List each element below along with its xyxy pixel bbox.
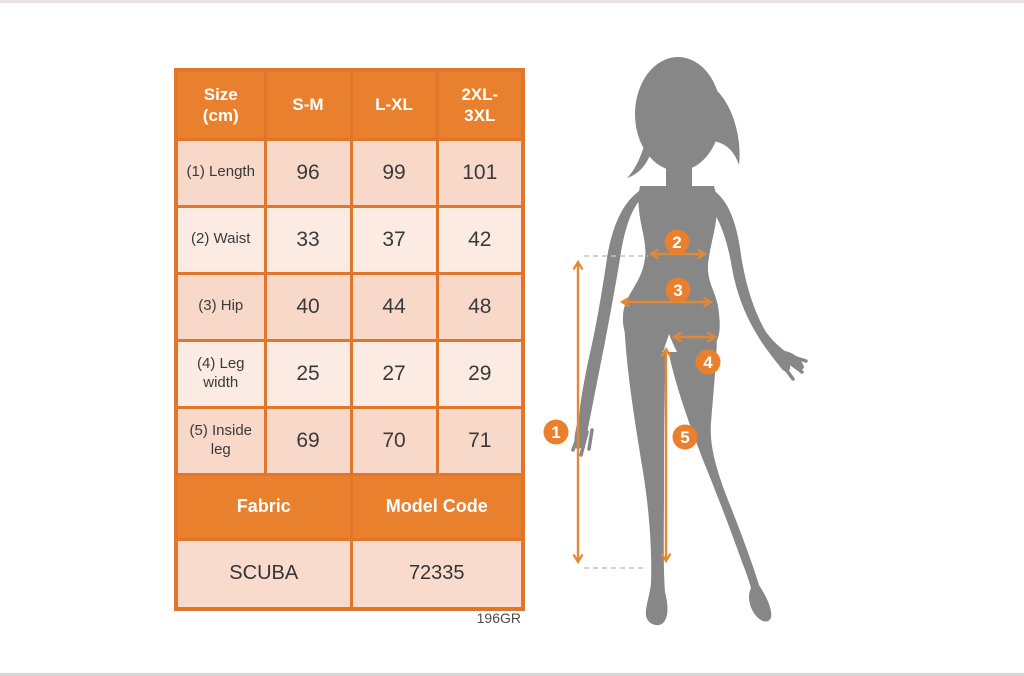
column-header-size-cm: Size (cm) bbox=[174, 68, 267, 141]
fabric-value: SCUBA bbox=[174, 537, 353, 611]
marker-2-number: 2 bbox=[672, 233, 681, 252]
length-l-xl: 99 bbox=[349, 137, 439, 208]
marker-5-inside-leg: 5 bbox=[672, 424, 698, 450]
marker-5-number: 5 bbox=[680, 428, 689, 447]
length-2xl-3xl: 101 bbox=[435, 137, 525, 208]
bottom-border-line bbox=[0, 673, 1024, 676]
model-code-header: Model Code bbox=[349, 472, 525, 541]
marker-3-hip: 3 bbox=[665, 277, 691, 303]
fabric-header: Fabric bbox=[174, 472, 353, 541]
female-silhouette bbox=[571, 57, 808, 626]
model-code-value: 72335 bbox=[349, 537, 525, 611]
table-row-length: (1) Length 96 99 101 bbox=[174, 137, 525, 208]
row-label-hip: (3) Hip bbox=[174, 271, 267, 342]
marker-4-leg-width: 4 bbox=[695, 349, 721, 375]
silhouette-right-arm bbox=[708, 188, 804, 372]
column-header-s-m: S-M bbox=[263, 68, 353, 141]
marker-4-number: 4 bbox=[703, 353, 713, 372]
table-row-waist: (2) Waist 33 37 42 bbox=[174, 204, 525, 275]
silhouette-head bbox=[635, 57, 721, 171]
column-header-2xl-3xl: 2XL-3XL bbox=[435, 68, 525, 141]
top-border-line bbox=[0, 0, 1024, 3]
weight-footnote: 196GR bbox=[476, 610, 521, 626]
hip-l-xl: 44 bbox=[349, 271, 439, 342]
row-label-inside-leg: (5) Inside leg bbox=[174, 405, 267, 476]
waist-s-m: 33 bbox=[263, 204, 353, 275]
fabric-value-row: SCUBA 72335 bbox=[174, 537, 525, 611]
length-s-m: 96 bbox=[263, 137, 353, 208]
silhouette-torso bbox=[622, 186, 720, 351]
marker-1-circle bbox=[543, 419, 569, 445]
silhouette-hair-flick-right bbox=[713, 88, 740, 165]
fabric-header-row: Fabric Model Code bbox=[174, 472, 525, 541]
row-label-leg-width: (4) Leg width bbox=[174, 338, 267, 409]
silhouette-hair-flick-left bbox=[627, 140, 650, 178]
row-label-length: (1) Length bbox=[174, 137, 267, 208]
hip-2xl-3xl: 48 bbox=[435, 271, 525, 342]
measurement-guides: 1 2 3 4 5 bbox=[543, 229, 721, 569]
silhouette-right-leg bbox=[668, 338, 772, 622]
table-row-hip: (3) Hip 40 44 48 bbox=[174, 271, 525, 342]
waist-2xl-3xl: 42 bbox=[435, 204, 525, 275]
silhouette-neck bbox=[666, 148, 692, 192]
table-row-leg-width: (4) Leg width 25 27 29 bbox=[174, 338, 525, 409]
marker-1-length: 1 bbox=[543, 419, 569, 445]
marker-5-circle bbox=[672, 424, 698, 450]
silhouette-right-hand-fingers bbox=[780, 353, 808, 381]
marker-3-circle bbox=[665, 277, 691, 303]
silhouette-left-arm bbox=[574, 188, 644, 450]
inside-leg-2xl-3xl: 71 bbox=[435, 405, 525, 476]
hip-s-m: 40 bbox=[263, 271, 353, 342]
size-table: Size (cm) S-M L-XL 2XL-3XL (1) Length 96… bbox=[174, 68, 525, 611]
marker-4-circle bbox=[695, 349, 721, 375]
column-header-l-xl: L-XL bbox=[349, 68, 439, 141]
inside-leg-l-xl: 70 bbox=[349, 405, 439, 476]
size-table-header-row: Size (cm) S-M L-XL 2XL-3XL bbox=[174, 68, 525, 141]
body-measurement-diagram: 1 2 3 4 5 bbox=[543, 57, 808, 626]
leg-width-s-m: 25 bbox=[263, 338, 353, 409]
leg-width-l-xl: 27 bbox=[349, 338, 439, 409]
leg-width-2xl-3xl: 29 bbox=[435, 338, 525, 409]
row-label-waist: (2) Waist bbox=[174, 204, 267, 275]
inside-leg-s-m: 69 bbox=[263, 405, 353, 476]
marker-3-number: 3 bbox=[673, 281, 682, 300]
marker-1-number: 1 bbox=[551, 423, 560, 442]
marker-2-waist: 2 bbox=[664, 229, 690, 255]
silhouette-left-leg bbox=[624, 318, 668, 626]
waist-l-xl: 37 bbox=[349, 204, 439, 275]
marker-2-circle bbox=[664, 229, 690, 255]
table-row-inside-leg: (5) Inside leg 69 70 71 bbox=[174, 405, 525, 476]
